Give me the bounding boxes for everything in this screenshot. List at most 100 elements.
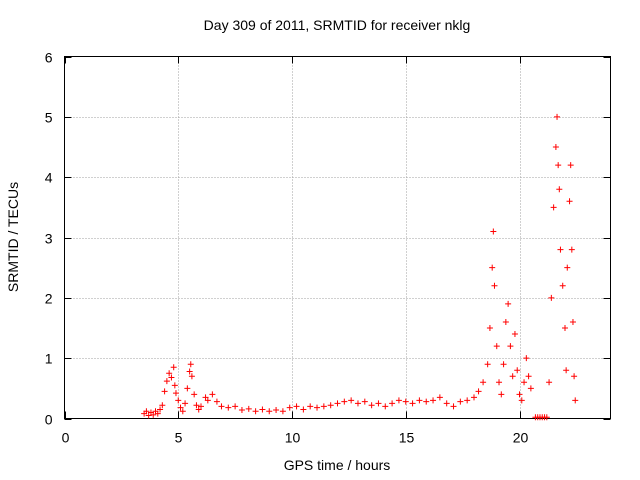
data-point [498, 391, 505, 398]
data-point [252, 408, 259, 415]
data-point [171, 382, 178, 389]
data-point [154, 410, 161, 417]
data-point [279, 408, 286, 415]
data-point [389, 400, 396, 407]
y-tick-label: 4 [45, 170, 53, 186]
data-point [557, 246, 564, 253]
data-point [259, 406, 266, 413]
data-point [548, 294, 555, 301]
data-point [569, 318, 576, 325]
data-point [213, 398, 220, 405]
data-point [150, 411, 157, 418]
data-point [182, 400, 189, 407]
data-point [509, 373, 516, 380]
data-point [511, 331, 518, 338]
data-point [566, 198, 573, 205]
data-point [484, 361, 491, 368]
data-point [430, 397, 437, 404]
data-point [507, 343, 514, 350]
data-point [143, 408, 150, 415]
data-point [436, 394, 443, 401]
data-point [195, 406, 202, 413]
data-point [348, 397, 355, 404]
data-point [572, 397, 579, 404]
data-point [218, 403, 225, 410]
y-axis-label: SRMTID / TECUs [5, 182, 21, 292]
data-point [395, 397, 402, 404]
x-tick-label: 15 [399, 430, 415, 446]
data-point [187, 361, 194, 368]
data-point [232, 403, 239, 410]
data-point [368, 402, 375, 409]
data-point [145, 412, 152, 419]
x-tick-label: 0 [62, 430, 70, 446]
data-point [341, 398, 348, 405]
data-point [555, 162, 562, 169]
data-point [521, 379, 528, 386]
data-point [489, 264, 496, 271]
data-point [307, 403, 314, 410]
data-point [327, 402, 334, 409]
data-point [314, 404, 321, 411]
data-point [550, 204, 557, 211]
data-point [523, 355, 530, 362]
data-point [172, 390, 179, 397]
data-point [334, 400, 341, 407]
data-point [320, 403, 327, 410]
data-point [552, 144, 559, 150]
data-point [562, 325, 568, 331]
data-point [556, 186, 563, 193]
data-point [193, 402, 200, 409]
data-point [491, 282, 498, 289]
data-point [409, 400, 416, 407]
data-point [568, 246, 575, 253]
data-point [402, 398, 409, 405]
y-tick-label: 0 [45, 412, 53, 428]
data-point [563, 367, 570, 374]
x-tick-label: 10 [285, 430, 301, 446]
data-point [198, 403, 204, 410]
x-tick-label: 20 [513, 430, 529, 446]
data-point [500, 361, 507, 368]
data-point [175, 397, 182, 404]
grid-layer [64, 56, 611, 419]
data-point [204, 397, 211, 404]
data-point [416, 397, 423, 404]
data-point [527, 385, 534, 392]
data-point [354, 400, 361, 407]
data-point [543, 414, 550, 421]
data-point [293, 403, 300, 410]
data-point [177, 404, 184, 411]
y-tick-label: 2 [45, 291, 53, 307]
data-point [546, 379, 553, 386]
data-point [554, 113, 561, 120]
data-point [423, 398, 430, 405]
data-point [480, 379, 487, 386]
data-point [202, 394, 209, 401]
data-point [238, 407, 245, 414]
data-point [209, 391, 216, 398]
y-tick-label: 5 [45, 110, 53, 126]
data-point [450, 403, 457, 410]
y-tick-label: 6 [45, 50, 53, 66]
data-point [475, 388, 482, 395]
data-point [188, 373, 195, 380]
data-point [161, 388, 168, 395]
data-point [273, 407, 280, 414]
data-point [486, 325, 493, 331]
data-point [286, 404, 293, 411]
data-point [493, 343, 500, 350]
data-point [191, 391, 198, 398]
data-point [361, 398, 368, 405]
data-point [457, 398, 464, 405]
data-point [163, 378, 170, 385]
chart-title: Day 309 of 2011, SRMTID for receiver nkl… [204, 17, 471, 33]
data-point [170, 364, 177, 371]
data-point [186, 368, 193, 375]
data-point [571, 373, 578, 380]
data-point [245, 405, 252, 412]
data-point [168, 374, 175, 381]
data-point [179, 408, 186, 415]
data-point [564, 264, 571, 271]
